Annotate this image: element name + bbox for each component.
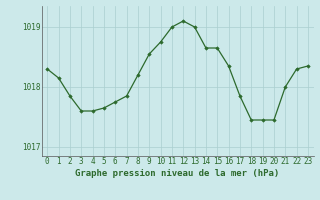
X-axis label: Graphe pression niveau de la mer (hPa): Graphe pression niveau de la mer (hPa) <box>76 169 280 178</box>
